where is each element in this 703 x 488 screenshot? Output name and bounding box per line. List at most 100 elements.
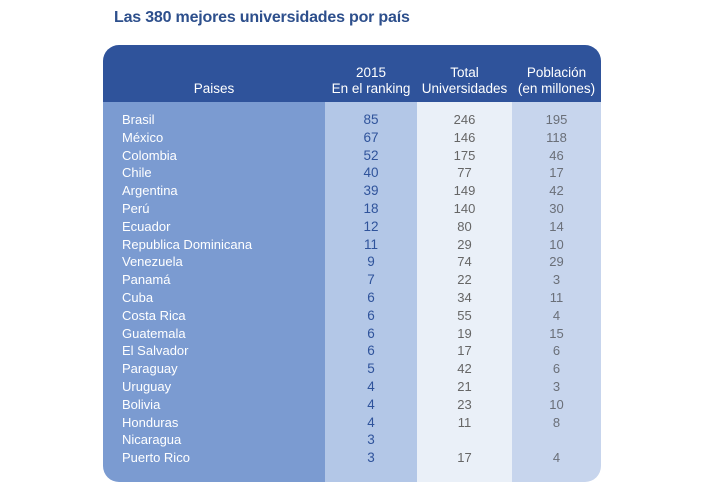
population-cell: 6 [552,361,561,377]
country-cell: Puerto Rico [122,450,190,466]
ranking-cell: 52 [363,147,379,163]
ranking-cell: 40 [363,165,379,181]
population-cell: 4 [552,450,561,466]
table-row: Panamá 7 22 3 [103,271,601,289]
table-row: El Salvador 6 17 6 [103,342,601,360]
ranking-cell: 85 [363,112,379,127]
population-cell: 11 [549,289,564,305]
ranking-cell: 39 [363,183,379,199]
country-cell: El Salvador [122,343,189,359]
total-cell: 149 [453,183,476,199]
table-row: Argentina 39 149 42 [103,182,601,200]
table-row: Chile 40 77 17 [103,164,601,182]
table-row: Nicaragua 3 [103,431,601,449]
table-row: Costa Rica 6 55 4 [103,307,601,325]
header-ranking: 2015 En el ranking [325,45,417,102]
country-cell: México [122,129,164,145]
population-cell: 46 [549,147,564,163]
population-cell: 42 [549,183,564,199]
population-cell: 15 [549,325,564,341]
total-cell: 17 [457,343,472,359]
country-cell: Cuba [122,289,154,305]
country-cell: Chile [122,165,152,181]
header-poblacion: Población (en millones) [512,45,601,102]
total-cell: 11 [457,414,472,430]
total-cell: 19 [457,325,472,341]
table-row: México 67 146 118 [103,129,601,147]
table-body: Brasil 85 246 195 México 67 146 118 Colombia 52 17… [103,111,601,467]
ranking-cell: 9 [367,254,375,270]
table-row: Perú 18 140 30 [103,200,601,218]
total-cell: 55 [457,307,472,323]
table-row: Bolivia 4 23 10 [103,396,601,414]
ranking-cell: 6 [367,289,375,305]
header-label-line1: Población [526,65,587,80]
ranking-cell: 18 [363,200,379,216]
ranking-cell: 4 [367,414,375,430]
ranking-cell: 3 [367,450,375,466]
total-cell: 146 [453,129,476,145]
ranking-cell: 67 [363,129,379,145]
population-cell: 118 [546,129,567,145]
country-cell: Costa Rica [122,307,186,323]
country-cell: Guatemala [122,325,186,341]
population-cell: 10 [549,236,564,252]
table-title: Las 380 mejores universidades por país [114,9,410,26]
country-cell: Perú [122,200,150,216]
ranking-cell: 5 [367,361,375,377]
table-row: Colombia 52 175 46 [103,147,601,165]
table-header [103,45,601,102]
country-cell: Panamá [122,272,171,288]
total-cell: 246 [453,112,476,127]
table-row: Brasil 85 246 195 [103,111,601,129]
country-cell: Brasil [122,112,155,127]
ranking-column-bg [325,102,417,482]
country-cell: Honduras [122,414,179,430]
header-pais: Paises [103,45,325,102]
total-cell: 74 [457,254,472,270]
country-cell: Argentina [122,183,178,199]
population-cell: 195 [545,112,568,127]
total-cell: 17 [457,450,472,466]
total-column-bg [417,102,512,482]
table-row: Paraguay 5 42 6 [103,360,601,378]
header-total: Total Universidades [417,45,512,102]
header-label-line1: Total [450,65,479,80]
ranking-cell: 12 [363,218,379,234]
population-cell: 3 [552,378,561,394]
total-cell: 42 [457,361,472,377]
population-cell: 30 [549,200,564,216]
ranking-cell: 6 [367,307,375,323]
ranking-cell: 4 [367,378,375,394]
table-row: Cuba 6 34 11 [103,289,601,307]
population-cell: 14 [549,218,564,234]
header-label-line1: 2015 [355,65,387,80]
population-cell: 6 [552,343,561,359]
population-cell: 17 [549,165,564,181]
table-row: Guatemala 6 19 15 [103,325,601,343]
ranking-cell: 11 [363,236,378,252]
country-cell: Republica Dominicana [122,236,253,252]
table-row: Honduras 4 11 8 [103,414,601,432]
country-cell: Colombia [122,147,177,163]
ranking-cell: 3 [367,432,375,448]
population-column-bg [512,102,601,482]
total-cell: 80 [457,218,472,234]
population-cell: 10 [549,396,564,412]
population-cell: 3 [552,272,561,288]
total-cell: 21 [457,378,472,394]
table-row: Ecuador 12 80 14 [103,218,601,236]
total-cell: 140 [453,200,476,216]
universities-table: Paises 2015 En el ranking Total Universi… [103,45,601,482]
ranking-cell: 4 [367,396,375,412]
country-cell: Nicaragua [122,432,182,448]
country-cell: Venezuela [122,254,183,270]
country-cell: Paraguay [122,361,178,377]
population-cell: 29 [549,254,564,270]
header-label-line2: En el ranking [331,81,411,96]
table-row: Venezuela 9 74 29 [103,253,601,271]
ranking-cell: 6 [367,325,375,341]
total-cell: 34 [457,289,472,305]
country-cell: Ecuador [122,218,171,234]
table-row: Republica Dominicana 11 29 10 [103,236,601,254]
